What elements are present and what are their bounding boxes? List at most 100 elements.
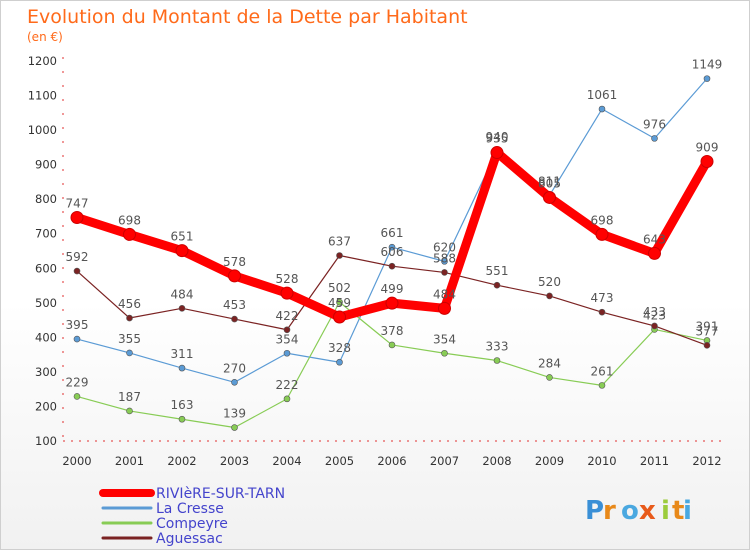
data-label: 328: [328, 341, 351, 355]
data-label: 651: [171, 230, 194, 244]
data-point: [178, 364, 186, 372]
y-axis-ticks: 100 200 300 400 500 600 700 800 900 1000 1100 1200: [28, 54, 57, 448]
logo-letter: i: [683, 496, 692, 526]
data-point: [493, 281, 501, 289]
x-tick-label: 2007: [430, 454, 459, 468]
x-tick-label: 2005: [325, 454, 354, 468]
data-point: [73, 335, 81, 343]
data-label: 528: [276, 272, 299, 286]
data-label: 643: [643, 232, 666, 246]
data-label: 592: [66, 250, 89, 264]
data-point: [231, 424, 238, 431]
legend-label: Aguessac: [156, 531, 223, 547]
data-point: [388, 341, 396, 349]
data-label: 433: [643, 305, 666, 319]
data-point: [493, 357, 501, 364]
y-tick-label: 1100: [28, 89, 57, 103]
data-label: 453: [223, 298, 246, 312]
legend-label: RIVIèRE-SUR-TARN: [156, 486, 285, 502]
data-point: [441, 258, 448, 265]
data-label: 456: [118, 297, 141, 311]
data-label: 261: [591, 364, 614, 378]
x-tick-label: 2004: [272, 454, 301, 468]
data-point: [598, 105, 606, 113]
data-label: 1149: [692, 58, 723, 72]
data-label: 229: [66, 375, 89, 389]
data-label: 499: [381, 282, 404, 296]
y-tick-label: 1200: [28, 54, 57, 68]
x-tick-label: 2003: [220, 454, 249, 468]
x-tick-label: 2001: [115, 454, 144, 468]
data-point: [598, 308, 606, 316]
y-tick-label: 100: [35, 434, 57, 448]
data-label: 606: [381, 245, 404, 259]
data-point: [336, 252, 343, 259]
y-tick-label: 800: [35, 192, 57, 206]
data-point: [123, 227, 136, 241]
data-point: [228, 269, 241, 283]
data-label: 976: [643, 117, 666, 131]
data-label: 578: [223, 255, 246, 269]
y-tick-label: 700: [35, 227, 57, 241]
data-label: 311: [171, 347, 194, 361]
data-label: 484: [433, 287, 456, 301]
data-point: [231, 378, 238, 386]
data-point: [336, 298, 343, 306]
x-tick-label: 2008: [482, 454, 511, 468]
data-point: [385, 296, 399, 310]
x-tick-label: 2000: [62, 454, 91, 468]
data-point: [73, 393, 81, 400]
data-label: 270: [223, 361, 246, 375]
data-label: 661: [381, 226, 404, 240]
chart-subtitle: (en €): [27, 30, 63, 44]
data-label: 354: [276, 332, 299, 346]
data-label: 222: [276, 378, 299, 392]
x-tick-label: 2011: [640, 454, 669, 468]
logo-letter: i: [661, 496, 670, 526]
data-label: 502: [328, 281, 351, 295]
data-label: 588: [433, 251, 456, 265]
x-axis-ticks: 2000 2001 2002 2003 2004 2005 2006 2007 2008 2009…: [62, 454, 721, 468]
logo-letter: r: [603, 496, 616, 526]
data-point: [126, 314, 133, 322]
chart-title: Evolution du Montant de la Dette par Hab…: [27, 6, 468, 28]
data-point: [595, 227, 609, 241]
x-tick-label: 2012: [692, 454, 721, 468]
data-label: 187: [118, 390, 141, 404]
data-label: 805: [538, 176, 561, 190]
data-point: [333, 310, 346, 324]
data-point: [283, 326, 291, 334]
data-label: 422: [276, 309, 299, 323]
data-point: [283, 395, 291, 403]
data-label: 551: [486, 264, 509, 278]
x-tick-label: 2010: [587, 454, 616, 468]
data-label: 163: [171, 398, 194, 412]
data-point: [441, 349, 448, 357]
data-label: 354: [433, 332, 456, 346]
data-point: [598, 382, 606, 389]
data-point: [175, 244, 189, 258]
data-label: 333: [486, 340, 509, 354]
data-point: [388, 243, 396, 251]
data-label: 940: [486, 130, 509, 144]
legend-label: Compeyre: [156, 516, 228, 532]
data-point: [73, 267, 81, 275]
data-point: [283, 349, 291, 357]
data-label: 355: [118, 332, 141, 346]
data-label: 377: [696, 324, 719, 338]
data-label: 637: [328, 234, 351, 248]
data-point: [490, 146, 504, 160]
legend-label: La Cresse: [156, 501, 224, 517]
data-point: [126, 349, 133, 357]
data-label: 811: [538, 174, 561, 188]
y-tick-label: 600: [35, 261, 57, 275]
data-label: 459: [328, 296, 351, 310]
data-label: 520: [538, 275, 561, 289]
data-label: 909: [696, 141, 719, 155]
data-point: [703, 75, 711, 82]
data-label: 395: [66, 318, 89, 332]
data-point: [126, 407, 133, 415]
